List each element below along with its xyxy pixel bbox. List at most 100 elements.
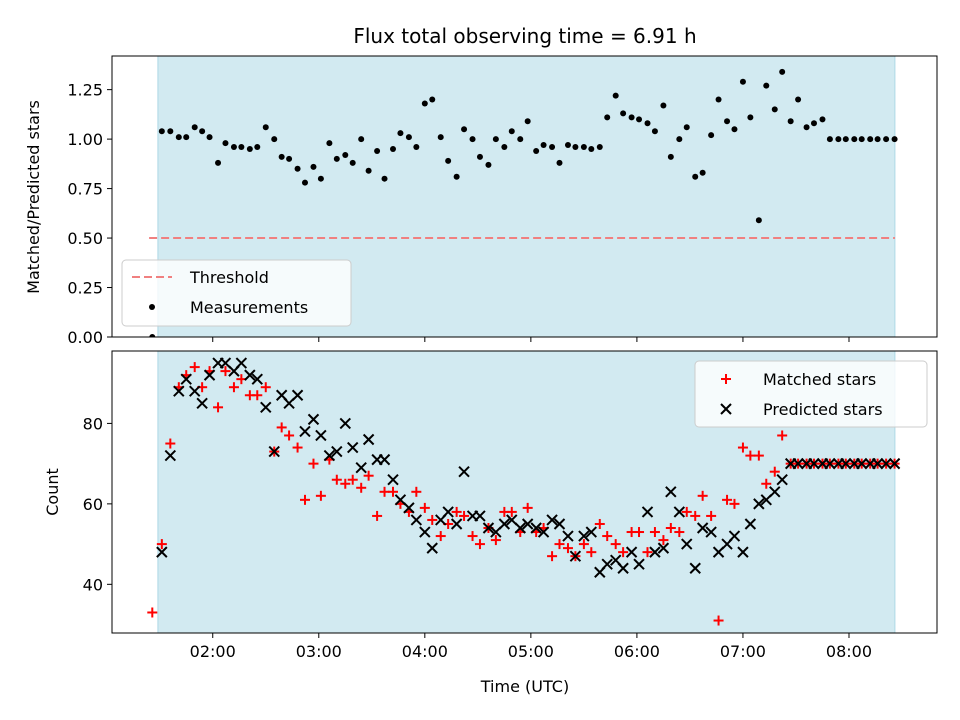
data-point	[437, 134, 444, 141]
data-point	[578, 530, 590, 542]
data-point	[708, 132, 715, 139]
data-point	[819, 116, 826, 123]
data-point	[556, 159, 563, 166]
data-point	[244, 369, 256, 381]
data-point	[634, 527, 645, 538]
data-point	[362, 433, 375, 446]
data-point	[156, 539, 167, 550]
data-point	[569, 550, 582, 562]
data-point	[660, 102, 667, 109]
data-point	[547, 551, 558, 562]
data-point	[397, 130, 404, 137]
data-point	[299, 425, 311, 438]
data-point	[871, 457, 884, 470]
data-point	[469, 136, 476, 143]
data-point	[333, 155, 340, 162]
data-point	[442, 506, 454, 518]
data-point	[291, 389, 304, 401]
data-point	[294, 165, 301, 172]
data-point	[731, 126, 738, 133]
data-point	[215, 159, 222, 166]
data-point	[349, 159, 356, 166]
data-point	[755, 217, 762, 224]
data-point	[737, 442, 748, 453]
data-point	[203, 369, 216, 381]
data-point	[474, 539, 485, 550]
data-point	[554, 539, 565, 550]
data-point	[378, 453, 391, 466]
data-point	[461, 126, 468, 133]
data-point	[262, 124, 269, 131]
data-point	[410, 514, 423, 526]
y-tick-label: 40	[83, 575, 103, 594]
data-point	[779, 68, 786, 75]
data-point	[451, 506, 462, 517]
data-point	[651, 128, 658, 135]
data-point	[251, 373, 263, 385]
y-tick-label: 0.25	[67, 279, 103, 298]
data-point	[180, 373, 192, 385]
data-point	[596, 144, 603, 151]
data-point	[649, 527, 660, 538]
data-point	[810, 120, 817, 127]
data-point	[310, 163, 317, 170]
data-point	[618, 547, 629, 558]
data-point	[347, 441, 359, 454]
data-point	[665, 523, 676, 534]
data-point	[585, 526, 598, 538]
data-point	[642, 547, 653, 558]
x-tick-label: 07:00	[720, 642, 766, 661]
data-point	[284, 430, 295, 441]
data-point	[594, 518, 605, 529]
data-point	[459, 510, 470, 521]
x-tick-label: 02:00	[190, 642, 236, 661]
data-point	[189, 385, 201, 397]
data-point	[537, 526, 550, 538]
bottom-y-axis-label: Count	[43, 468, 62, 516]
data-point	[453, 173, 460, 180]
data-point	[588, 146, 595, 153]
data-point	[744, 518, 757, 530]
legend-predicted-label: Predicted stars	[763, 400, 883, 419]
y-tick-label: 0.00	[67, 328, 103, 347]
data-point	[880, 457, 892, 470]
data-point	[165, 438, 176, 449]
data-point	[331, 445, 343, 458]
data-point	[286, 155, 293, 162]
data-point	[355, 461, 367, 474]
data-point	[405, 134, 412, 141]
y-tick-label: 1.00	[67, 130, 103, 149]
data-point	[299, 494, 310, 505]
data-point	[427, 514, 438, 525]
y-tick-label: 1.25	[67, 81, 103, 100]
data-point	[763, 82, 770, 89]
data-point	[617, 562, 629, 574]
legend-threshold-label: Threshold	[189, 268, 269, 287]
data-point	[641, 506, 654, 518]
data-point	[562, 543, 573, 554]
x-tick-label: 03:00	[296, 642, 342, 661]
data-point	[476, 153, 483, 160]
data-point	[724, 118, 731, 125]
data-point	[260, 382, 271, 393]
data-point	[747, 114, 754, 121]
data-point	[429, 96, 436, 103]
data-point	[521, 518, 534, 530]
data-point	[445, 157, 452, 164]
data-point	[625, 546, 638, 558]
data-point	[467, 531, 478, 542]
data-point	[840, 457, 852, 470]
data-point	[657, 542, 670, 554]
data-point	[745, 450, 756, 461]
data-point	[761, 478, 772, 489]
data-point	[771, 106, 778, 113]
y-tick-label: 0.50	[67, 229, 103, 248]
data-point	[602, 531, 613, 542]
data-point	[501, 144, 508, 151]
data-point	[769, 486, 781, 498]
data-point	[628, 114, 635, 121]
data-point	[482, 522, 495, 534]
data-point	[426, 542, 438, 554]
data-point	[317, 175, 324, 182]
legend-matched-label: Matched stars	[763, 370, 876, 389]
